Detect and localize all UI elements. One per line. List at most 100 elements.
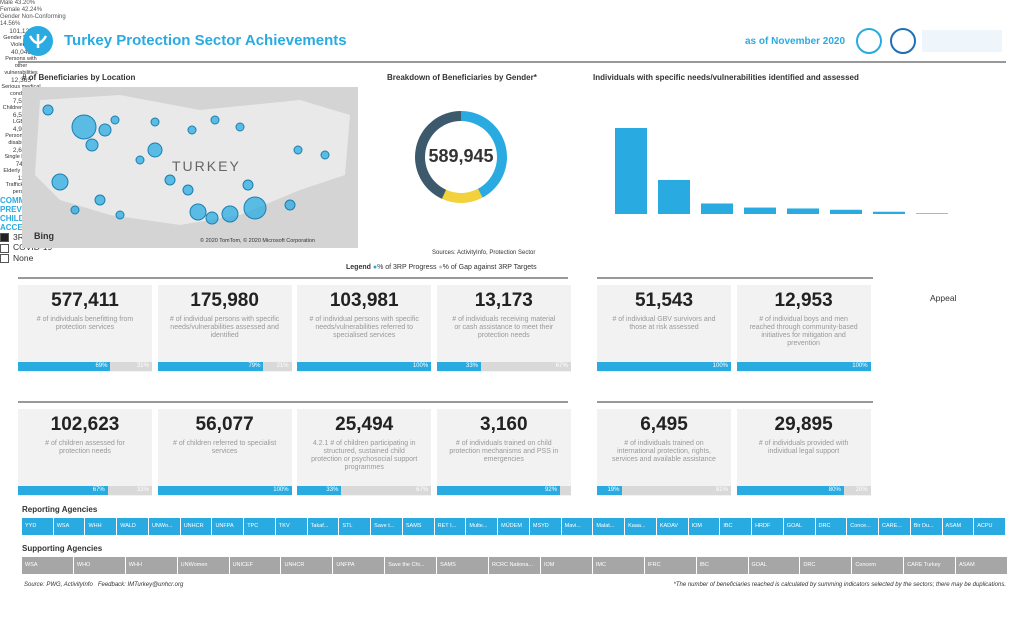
agency-tag: IOM [540, 557, 592, 574]
progress-bar: 79% [157, 362, 264, 371]
card-description: # of children assessed for protection ne… [45, 440, 125, 455]
agency-tag: STL [339, 518, 371, 535]
bar [701, 203, 733, 214]
bar-category-label: Gender Based Violence [3, 35, 39, 48]
un-logo [890, 28, 916, 54]
progress-bar: 100% [157, 486, 292, 495]
bar-value-label: 7,569 [12, 98, 30, 105]
bar-category-label: Children at risk [2, 105, 40, 111]
slice-category: Male [0, 0, 14, 6]
slice-label: Female 42.24% [0, 7, 90, 14]
card-description: 4.2.1 # of children participating in str… [311, 440, 418, 471]
card-value: 25,494 [335, 414, 394, 435]
indicator-card: 577,411 # of individuals benefitting from… [18, 285, 152, 372]
bar [873, 211, 905, 214]
donut-slice [441, 188, 483, 203]
bar-value-label: 6,508 [12, 112, 30, 119]
agency-tag: RET I... [434, 518, 466, 535]
agency-tag: RCRC Nationa... [489, 557, 540, 574]
checkbox [0, 253, 9, 263]
footer-source: Source: PWG, ActivityInfo Feedback: IMTu… [24, 582, 183, 588]
option-label: None [13, 252, 34, 263]
agency-tag: UNHCR [180, 518, 212, 535]
agency-tag: WHH [125, 557, 177, 574]
agency-tag: YYD [22, 518, 53, 535]
agency-tag: CARE Turkey [904, 557, 956, 574]
bar-category-label: Serious medical condition [1, 84, 41, 97]
agency-tag: Concern [852, 557, 904, 574]
slice-value: 42.24% [21, 7, 43, 13]
donut-slice [415, 111, 461, 199]
indicator-card: 56,077 # of children referred to speciali… [157, 409, 292, 496]
indicator-card: 175,980 # of individual persons with spec… [157, 285, 292, 372]
unhcr-logo [856, 28, 882, 54]
agency-tag: WSA [53, 518, 85, 535]
chart-title: Breakdown of Beneficiaries by Gender* [387, 73, 537, 82]
bar [744, 207, 776, 214]
bar-category-label: Trafficking in person [5, 182, 37, 195]
agency-tag: GOAL [748, 557, 800, 574]
legend-swatch: ● [438, 264, 443, 271]
bar [787, 208, 819, 214]
card-value: 577,411 [51, 290, 119, 311]
progress-bar: 69% [18, 362, 111, 371]
page-title: Turkey Protection Sector Achievements [64, 32, 347, 49]
progress-bar: 92% [436, 486, 561, 495]
option-label: 3RP [13, 232, 30, 242]
card-value: 12,953 [774, 290, 833, 311]
legend-label: % of 3RP Progress [377, 264, 437, 271]
reporting-title: Reporting Agencies [22, 505, 98, 514]
progress-bar: 80% [736, 486, 844, 495]
agency-tag: GOAL [783, 518, 815, 535]
progress-bar: 33% [436, 362, 482, 371]
progress-bar: 33% [297, 486, 342, 495]
slice-category: Gender Non-Conforming [0, 14, 66, 20]
slice-value: 14.56% [0, 21, 21, 27]
card-description: # of individuals receiving material or c… [452, 316, 556, 339]
agency-tag: Mavi... [561, 518, 593, 535]
bar-value-label: 40,046 [11, 49, 31, 56]
agency-tag: SAMS [437, 557, 489, 574]
card-value: 3,160 [480, 414, 528, 435]
legend: Legend ●% of 3RP Progress ●% of Gap agai… [346, 264, 537, 271]
progress-bar: 100% [736, 362, 871, 371]
slicer-title: Appeal [930, 293, 957, 303]
indicator-card: 3,160 # of individuals trained on child p… [436, 409, 571, 496]
progress-bar: 100% [297, 362, 432, 371]
gap-bar: 20% [843, 486, 871, 495]
footer-note: *The number of beneficiaries reached is … [673, 582, 1006, 588]
agency-tag: Conce... [847, 518, 879, 535]
card-value: 175,980 [190, 290, 259, 311]
agency-tag: Save the Chi... [385, 557, 437, 574]
progress-bar: 67% [18, 486, 108, 495]
card-description: # of individual GBV survivors and those … [612, 316, 716, 331]
bar-category-label: Persons with other vulnerabilities [4, 56, 38, 76]
card-description: # of individual persons with specific ne… [309, 316, 419, 339]
agency-tag: UNHCR [281, 557, 333, 574]
slicer-option: 3RP [0, 232, 1024, 243]
legend-title: Legend [346, 264, 371, 271]
donut-total: 589,945 [428, 146, 494, 166]
slicer-option: None [0, 253, 1024, 263]
agency-tag: MSYD [529, 518, 561, 535]
card-description: # of individuals trained on internationa… [612, 440, 716, 463]
indicator-card: 25,494 4.2.1 # of children participating … [297, 409, 432, 496]
agency-tag: IBC [720, 518, 752, 535]
agency-tag: ACPU [974, 518, 1005, 535]
legend-label: % of Gap against 3RP Targets [442, 264, 537, 271]
gap-bar: 21% [263, 362, 292, 371]
chart-title: Individuals with specific needs/vulnerab… [593, 73, 859, 82]
map-bubbles [42, 104, 330, 225]
agency-tag: HRDF [752, 518, 783, 535]
agency-tag: UNWo... [148, 518, 180, 535]
map-brand: Bing [34, 231, 54, 241]
agency-tag: Kaaa... [625, 518, 656, 535]
gap-bar: 33% [107, 486, 152, 495]
card-description: # of individuals benefitting from protec… [36, 316, 134, 331]
gap-bar: 31% [110, 362, 152, 371]
slice-category: Female [0, 7, 21, 13]
map-credit: © 2020 TomTom, © 2020 Microsoft Corporat… [200, 238, 316, 244]
card-description: # of individuals trained on child protec… [449, 440, 559, 463]
slice-label: Gender Non-Conforming 14.56% [0, 14, 70, 28]
